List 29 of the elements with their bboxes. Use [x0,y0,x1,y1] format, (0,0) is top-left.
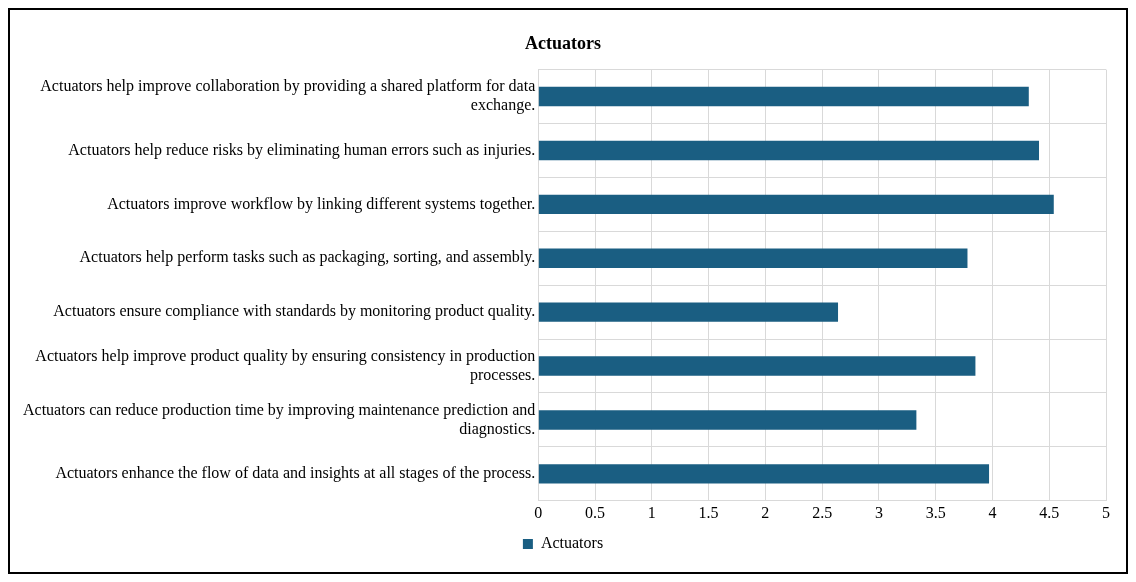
y-tick-label: Actuators ensure compliance with standards by monitoring product quality. [53,302,536,321]
y-tick-label: Actuators improve workflow by linking different systems together. [107,194,536,213]
y-tick-label: Actuators help improve product quality by ensuring consistency in production processes. [35,346,536,384]
chart-title: Actuators [525,33,601,54]
x-tick-label: 2.5 [812,503,833,521]
bar [538,140,1040,161]
y-tick-label: Actuators enhance the flow of data and insights at all stages of the process. [55,464,536,483]
x-tick-label: 4.5 [1039,503,1060,521]
x-tick-label: 3.5 [925,503,946,521]
y-tick-label: Actuators help reduce risks by eliminating human errors such as injuries. [68,140,536,159]
y-tick-label: Actuators can reduce production time by improving maintenance prediction and diagnostics. [22,400,536,438]
y-tick-label: Actuators help perform tasks such as packaging, sorting, and assembly. [79,248,536,267]
legend-label: Actuators [540,534,604,552]
x-tick-label: 1 [647,503,656,521]
bar [538,356,976,376]
x-tick-label: 0 [534,503,543,521]
x-tick-label: 4 [988,503,997,521]
bar [538,302,839,322]
bar [538,86,1029,107]
x-tick-label: 1.5 [698,503,719,521]
x-tick-label: 0.5 [585,503,606,521]
x-tick-label: 2 [761,503,770,521]
x-tick-label: 3 [874,503,883,521]
bar [538,464,990,484]
bar [538,410,917,430]
bar [538,248,968,268]
y-tick-label: Actuators help improve collaboration by providing a shared platform for data exchange. [40,77,536,115]
x-tick-label: 5 [1102,503,1110,521]
bar [538,194,1054,215]
